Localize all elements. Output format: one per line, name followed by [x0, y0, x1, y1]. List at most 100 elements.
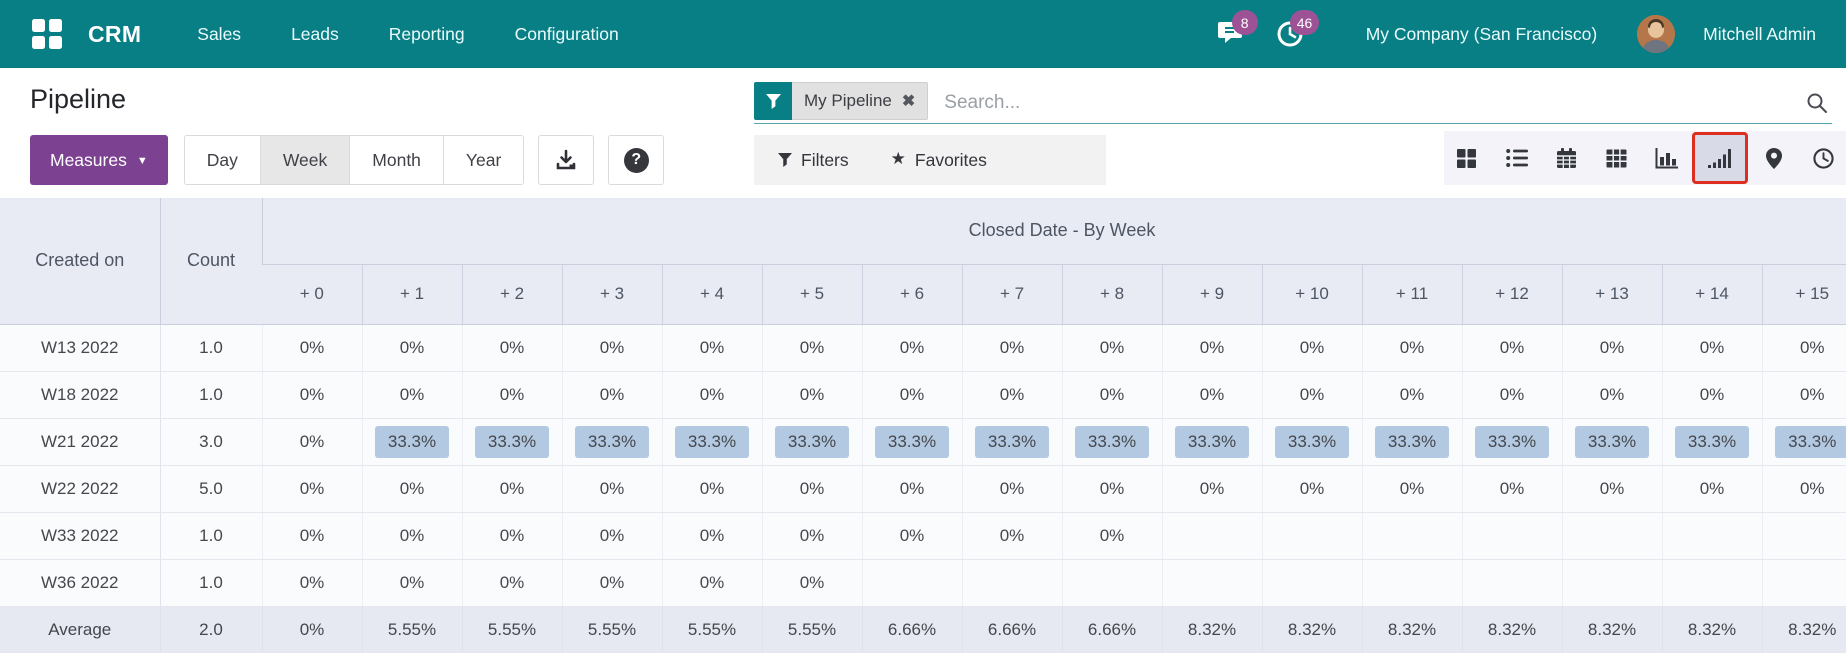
measure-cell[interactable]: 0% [461, 324, 562, 372]
measure-cell[interactable]: 0% [461, 465, 562, 513]
measure-cell[interactable]: 0% [561, 371, 662, 419]
measure-cell[interactable]: 0% [861, 324, 962, 372]
kanban-view-button[interactable] [1444, 134, 1489, 182]
measure-cell[interactable]: 0% [861, 371, 962, 419]
measure-cell[interactable]: 33.3% [661, 418, 762, 466]
measure-cell[interactable]: 0% [561, 465, 662, 513]
count-cell[interactable]: 1.0 [159, 324, 262, 372]
count-cell[interactable]: 1.0 [159, 512, 262, 560]
measure-cell[interactable]: 0% [361, 371, 462, 419]
menu-reporting[interactable]: Reporting [388, 23, 465, 44]
measure-cell[interactable]: 0% [961, 465, 1062, 513]
measure-cell[interactable]: 0% [261, 559, 362, 607]
list-view-button[interactable] [1494, 134, 1539, 182]
search-facet-my-pipeline[interactable]: My Pipeline ✖ [754, 82, 929, 120]
measure-cell[interactable]: 0% [261, 371, 362, 419]
activity-view-button[interactable] [1801, 134, 1846, 182]
search-input[interactable] [928, 82, 1806, 123]
measure-cell[interactable]: 0% [361, 512, 462, 560]
measure-cell[interactable]: 0% [961, 324, 1062, 372]
measure-cell[interactable]: 0% [1161, 324, 1262, 372]
measure-cell[interactable]: 0% [761, 465, 862, 513]
measure-cell[interactable]: 33.3% [1461, 418, 1562, 466]
app-brand[interactable]: CRM [88, 20, 142, 47]
measure-cell[interactable]: 0% [1061, 512, 1162, 560]
measure-cell[interactable]: 33.3% [1761, 418, 1846, 466]
measure-cell[interactable]: 33.3% [1361, 418, 1462, 466]
company-switcher[interactable]: My Company (San Francisco) [1365, 23, 1598, 44]
graph-view-button[interactable] [1644, 134, 1689, 182]
measure-cell[interactable]: 0% [561, 324, 662, 372]
menu-leads[interactable]: Leads [291, 23, 339, 44]
measure-cell[interactable]: 0% [861, 512, 962, 560]
measure-cell[interactable]: 33.3% [861, 418, 962, 466]
user-menu[interactable]: Mitchell Admin [1703, 23, 1816, 44]
count-cell[interactable]: 3.0 [159, 418, 262, 466]
menu-sales[interactable]: Sales [197, 23, 242, 44]
apps-menu-icon[interactable] [32, 19, 62, 49]
measure-cell[interactable]: 33.3% [1161, 418, 1262, 466]
measure-cell[interactable]: 0% [1761, 465, 1846, 513]
measure-cell[interactable]: 33.3% [1561, 418, 1662, 466]
measure-cell[interactable]: 0% [1761, 371, 1846, 419]
measure-cell[interactable]: 0% [561, 559, 662, 607]
measure-cell[interactable]: 0% [1461, 465, 1562, 513]
filters-button[interactable]: Filters [778, 150, 849, 171]
interval-day-button[interactable]: Day [183, 135, 261, 185]
pivot-view-button[interactable] [1594, 134, 1639, 182]
measure-cell[interactable]: 0% [261, 512, 362, 560]
measure-cell[interactable]: 0% [1461, 324, 1562, 372]
download-button[interactable] [538, 135, 595, 185]
map-view-button[interactable] [1751, 134, 1796, 182]
measure-cell[interactable]: 0% [1261, 324, 1362, 372]
messages-button[interactable]: 8 [1210, 10, 1258, 56]
measure-cell[interactable]: 33.3% [961, 418, 1062, 466]
measure-cell[interactable]: 0% [261, 465, 362, 513]
measure-cell[interactable]: 0% [1261, 371, 1362, 419]
favorites-button[interactable]: ★ Favorites [891, 149, 987, 171]
measure-cell[interactable]: 0% [1561, 371, 1662, 419]
measure-cell[interactable]: 0% [1661, 371, 1762, 419]
measure-cell[interactable]: 0% [1461, 371, 1562, 419]
measure-cell[interactable]: 33.3% [1061, 418, 1162, 466]
help-button[interactable]: ? [608, 135, 665, 185]
measure-cell[interactable]: 0% [1661, 324, 1762, 372]
measure-cell[interactable]: 33.3% [1261, 418, 1362, 466]
facet-remove-icon[interactable]: ✖ [901, 93, 916, 110]
measure-cell[interactable]: 0% [661, 324, 762, 372]
measure-cell[interactable]: 0% [461, 371, 562, 419]
measure-cell[interactable]: 0% [761, 559, 862, 607]
measure-cell[interactable]: 0% [461, 559, 562, 607]
menu-configuration[interactable]: Configuration [514, 23, 619, 44]
measures-button[interactable]: Measures ▼ [30, 135, 168, 185]
measure-cell[interactable]: 0% [661, 512, 762, 560]
measure-cell[interactable]: 0% [1761, 324, 1846, 372]
measure-cell[interactable]: 0% [1361, 465, 1462, 513]
measure-cell[interactable]: 0% [761, 371, 862, 419]
measure-cell[interactable]: 33.3% [1661, 418, 1762, 466]
measure-cell[interactable]: 0% [361, 559, 462, 607]
measure-cell[interactable]: 0% [1161, 371, 1262, 419]
count-cell[interactable]: 1.0 [159, 371, 262, 419]
measure-cell[interactable]: 0% [861, 465, 962, 513]
measure-cell[interactable]: 0% [1061, 324, 1162, 372]
count-cell[interactable]: 1.0 [159, 559, 262, 607]
measure-cell[interactable]: 0% [1561, 465, 1662, 513]
measure-cell[interactable]: 0% [261, 324, 362, 372]
measure-cell[interactable]: 33.3% [761, 418, 862, 466]
measure-cell[interactable]: 0% [261, 418, 362, 466]
measure-cell[interactable]: 0% [461, 512, 562, 560]
count-cell[interactable]: 5.0 [159, 465, 262, 513]
measure-cell[interactable]: 0% [1361, 324, 1462, 372]
measure-cell[interactable]: 0% [1661, 465, 1762, 513]
measure-cell[interactable]: 0% [361, 465, 462, 513]
measure-cell[interactable]: 0% [761, 324, 862, 372]
interval-week-button[interactable]: Week [259, 135, 351, 185]
interval-month-button[interactable]: Month [349, 135, 444, 185]
measure-cell[interactable]: 33.3% [561, 418, 662, 466]
measure-cell[interactable]: 33.3% [361, 418, 462, 466]
calendar-view-button[interactable] [1544, 134, 1589, 182]
measure-cell[interactable]: 33.3% [461, 418, 562, 466]
measure-cell[interactable]: 0% [1061, 371, 1162, 419]
measure-cell[interactable]: 0% [761, 512, 862, 560]
